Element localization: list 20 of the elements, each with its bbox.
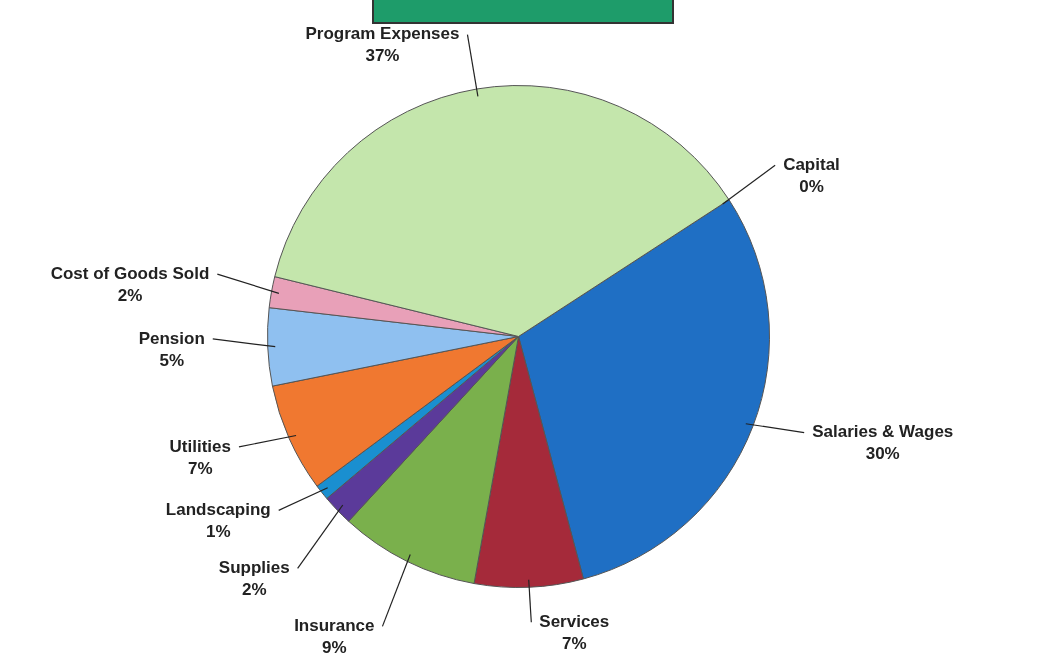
slice-label: Program Expenses (305, 24, 460, 44)
slice-label: Landscaping (165, 500, 271, 520)
slice-label: Salaries & Wages (812, 422, 954, 442)
data-label: 5% (159, 350, 184, 370)
data-label: 1% (205, 522, 231, 542)
slice-label: Insurance (294, 616, 375, 636)
data-label: 37% (365, 46, 400, 66)
slice-label: Utilities (169, 436, 231, 456)
slice-label: Pension (138, 328, 205, 348)
text: 0% (799, 176, 824, 196)
data-label: 9% (322, 638, 347, 658)
data-label: 2% (117, 285, 143, 305)
data-label: 2% (241, 580, 267, 600)
slice-label: Cost of Goods Sold (50, 263, 210, 283)
data-label: 7% (562, 633, 587, 653)
data-label: 7% (187, 458, 213, 478)
slice-label: Supplies (218, 558, 290, 578)
slice-label: Services (539, 611, 610, 631)
data-label: 30% (865, 444, 900, 464)
category-label: Capital (783, 154, 840, 174)
